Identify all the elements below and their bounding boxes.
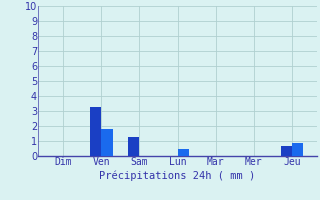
Bar	[178, 148, 189, 156]
Bar	[90, 106, 101, 156]
Bar	[101, 129, 113, 156]
Bar	[281, 146, 292, 156]
Bar	[128, 137, 140, 156]
Bar	[292, 142, 303, 156]
X-axis label: Précipitations 24h ( mm ): Précipitations 24h ( mm )	[100, 170, 256, 181]
